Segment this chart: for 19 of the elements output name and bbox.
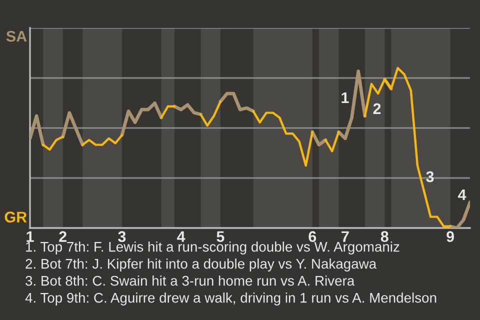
x-tick-label: 5 (216, 231, 224, 242)
annotation: 2 (373, 103, 381, 114)
x-tick-label: 2 (59, 231, 66, 242)
x-tick-label: 6 (308, 231, 316, 242)
text: 3. Bot 8th: C. Swain hit a 3-run home run vs A. Rivera (26, 276, 355, 286)
x-tick-label: 7 (342, 231, 349, 242)
text: 2. Bot 7th: J. Kipfer hit into a double play vs Y. Nakagawa (26, 258, 377, 272)
x-tick-label: 8 (380, 231, 388, 242)
x-tick-label: 9 (446, 231, 454, 242)
text: SA (6, 30, 27, 42)
text: GR (4, 212, 27, 222)
text: 1. Top 7th: F. Lewis hit a run-scoring double vs W. Argomaniz (26, 242, 400, 254)
text: 4. Top 9th: C. Aguirre drew a walk, driving in 1 run vs A. Mendelson (25, 292, 436, 306)
x-tick-label: 3 (118, 231, 126, 242)
annotation: 1 (342, 92, 349, 103)
x-tick-label: 4 (177, 231, 186, 242)
annotation: 3 (426, 171, 434, 182)
annotation: 4 (458, 189, 466, 200)
x-tick-label: 1 (26, 231, 34, 242)
